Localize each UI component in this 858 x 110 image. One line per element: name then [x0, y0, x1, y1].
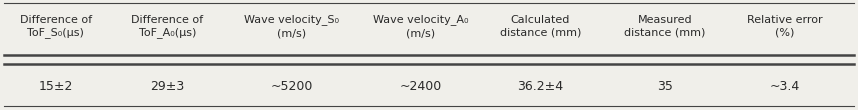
Text: 35: 35 — [657, 80, 673, 93]
Text: ~3.4: ~3.4 — [770, 80, 801, 93]
Text: 36.2±4: 36.2±4 — [517, 80, 564, 93]
Text: Relative error
(%): Relative error (%) — [747, 15, 823, 38]
Text: ~2400: ~2400 — [399, 80, 442, 93]
Text: Calculated
distance (mm): Calculated distance (mm) — [500, 15, 581, 38]
Text: Difference of
ToF_S₀(μs): Difference of ToF_S₀(μs) — [20, 15, 92, 38]
Text: Wave velocity_S₀
(m/s): Wave velocity_S₀ (m/s) — [245, 15, 339, 38]
Text: 15±2: 15±2 — [39, 80, 73, 93]
Text: Measured
distance (mm): Measured distance (mm) — [625, 15, 705, 38]
Text: 29±3: 29±3 — [150, 80, 184, 93]
Text: Wave velocity_A₀
(m/s): Wave velocity_A₀ (m/s) — [372, 15, 468, 38]
Text: Difference of
ToF_A₀(μs): Difference of ToF_A₀(μs) — [131, 15, 203, 38]
Text: ~5200: ~5200 — [270, 80, 313, 93]
